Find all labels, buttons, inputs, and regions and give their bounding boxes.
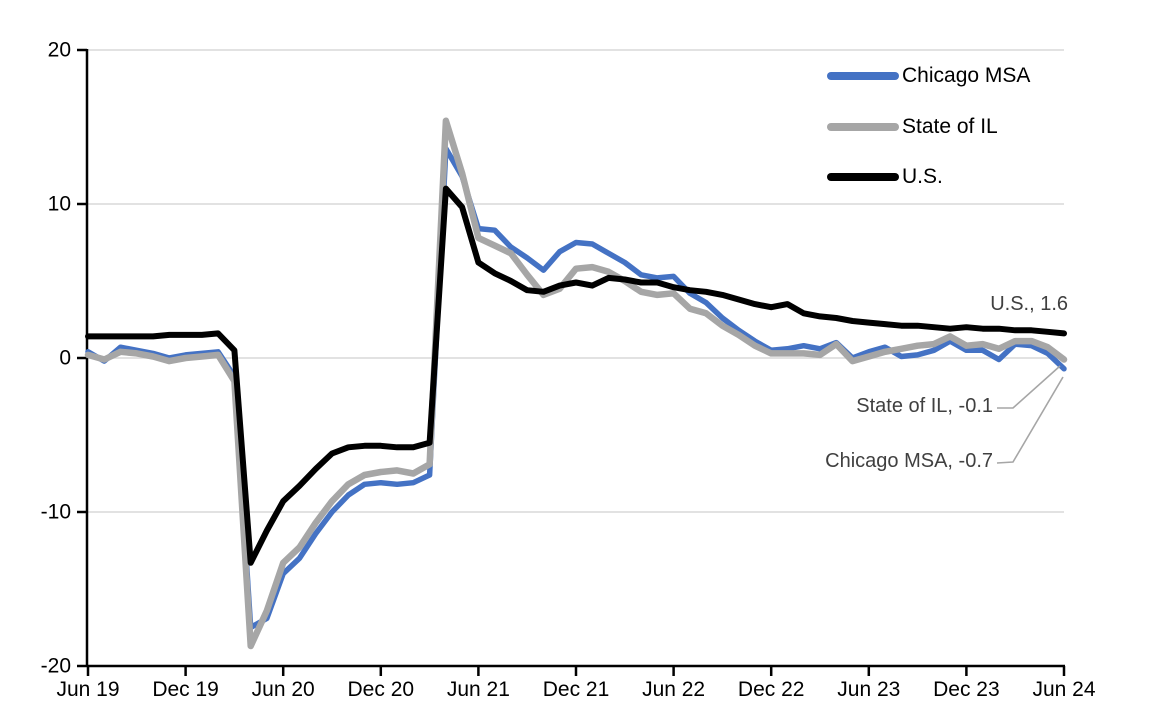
legend-label-us: U.S. (902, 165, 943, 188)
x-axis-label: Jun 19 (56, 678, 119, 701)
annotation-us: U.S., 1.6 (990, 293, 1068, 315)
y-axis-label: 0 (59, 347, 71, 370)
x-axis-label: Dec 20 (348, 678, 415, 701)
series-line-state-of-il (84, 117, 1068, 650)
x-axis-label: Dec 22 (738, 678, 805, 701)
legend-item-state-of-il: State of IL (827, 115, 998, 139)
leader-line-chicago-msa (996, 376, 1064, 464)
x-axis-label: Jun 23 (837, 678, 900, 701)
series-line-u-s (85, 185, 1067, 566)
y-axis-label: 20 (48, 39, 71, 62)
x-axis-label: Jun 21 (447, 678, 510, 701)
annotation-state-of-il: State of IL, -0.1 (856, 395, 993, 417)
legend-swatch-chicago-msa (827, 72, 899, 80)
y-axis-label: -20 (41, 655, 71, 678)
x-axis-label: Jun 20 (252, 678, 315, 701)
x-axis-label: Jun 24 (1032, 678, 1095, 701)
y-axis-label: -10 (41, 501, 71, 524)
x-axis-label: Dec 23 (933, 678, 1000, 701)
x-axis-label: Dec 21 (543, 678, 610, 701)
annotation-chicago-msa: Chicago MSA, -0.7 (825, 450, 993, 472)
x-axis-label: Jun 22 (642, 678, 705, 701)
legend-label-state-of-il: State of IL (902, 115, 998, 138)
legend-swatch-us (827, 173, 899, 181)
leader-line-state-of-il (997, 365, 1061, 409)
legend-item-chicago-msa: Chicago MSA (827, 64, 1030, 88)
y-axis-label: 10 (48, 193, 71, 216)
legend-swatch-state-of-il (827, 123, 899, 131)
x-axis-label: Dec 19 (152, 678, 219, 701)
legend-label-chicago-msa: Chicago MSA (902, 64, 1031, 87)
legend-item-us: U.S. (827, 165, 943, 189)
